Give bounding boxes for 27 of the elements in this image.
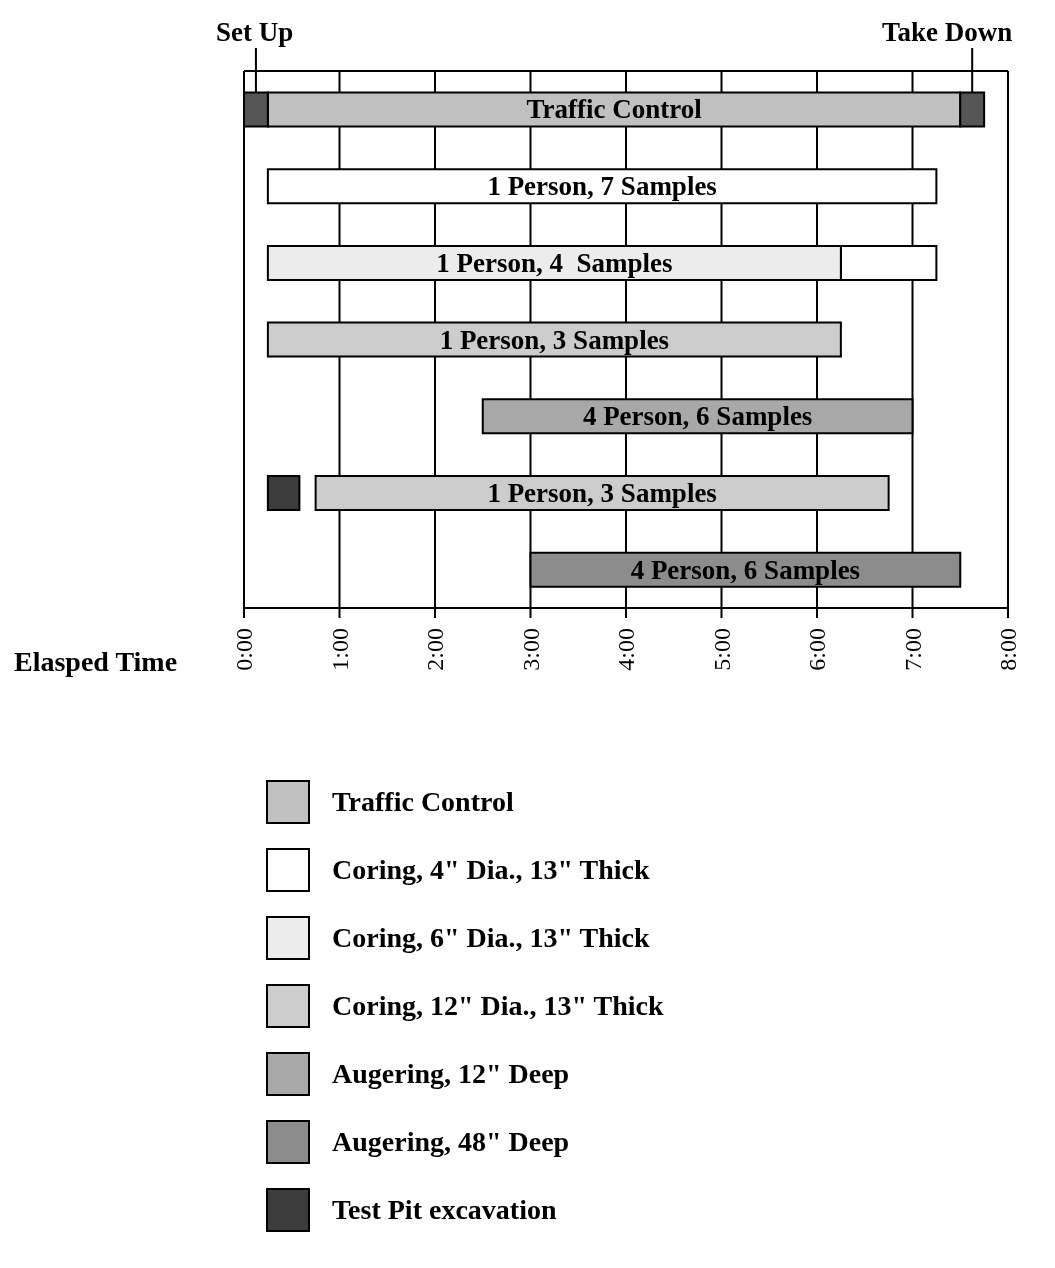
legend-label: Augering, 12" Deep bbox=[332, 1058, 570, 1090]
legend-label: Coring, 12" Dia., 13" Thick bbox=[332, 990, 664, 1022]
x-axis-title: Elasped Time bbox=[14, 646, 178, 678]
x-tick-label: 5:00 bbox=[708, 628, 735, 671]
x-tick-label: 2:00 bbox=[422, 628, 448, 671]
x-tick-label: 8:00 bbox=[995, 628, 1021, 671]
annotation: 1 Person, 3 Samples bbox=[487, 477, 717, 508]
x-tick-label: 7:00 bbox=[899, 628, 926, 671]
annotation: 4 Person, 6 Samples bbox=[582, 401, 813, 432]
legend-label: Traffic Control bbox=[332, 786, 514, 818]
legend-label: Coring, 6" Dia., 13" Thick bbox=[332, 922, 650, 954]
legend-label: Augering, 48" Deep bbox=[332, 1126, 570, 1158]
annotation: Traffic Control bbox=[526, 94, 703, 125]
legend-label: Test Pit excavation bbox=[332, 1194, 557, 1226]
x-tick-label: 1:00 bbox=[326, 628, 353, 671]
x-tick-label: 3:00 bbox=[517, 628, 544, 671]
x-tick-label: 0:00 bbox=[231, 628, 257, 671]
legend-label: Coring, 4" Dia., 13" Thick bbox=[332, 854, 650, 886]
x-tick-label: 6:00 bbox=[804, 628, 830, 671]
annotation: 4 Person, 6 Samples bbox=[630, 554, 861, 585]
annotation: 1 Person, 7 Samples bbox=[487, 171, 717, 202]
bar bbox=[266, 475, 301, 512]
text: Set Up bbox=[215, 17, 294, 47]
text: Take Down bbox=[881, 17, 1013, 47]
annotation: 1 Person, 4 Samples bbox=[436, 247, 673, 278]
annotation: 1 Person, 3 Samples bbox=[439, 324, 670, 355]
x-tick-label: 4:00 bbox=[613, 628, 639, 671]
